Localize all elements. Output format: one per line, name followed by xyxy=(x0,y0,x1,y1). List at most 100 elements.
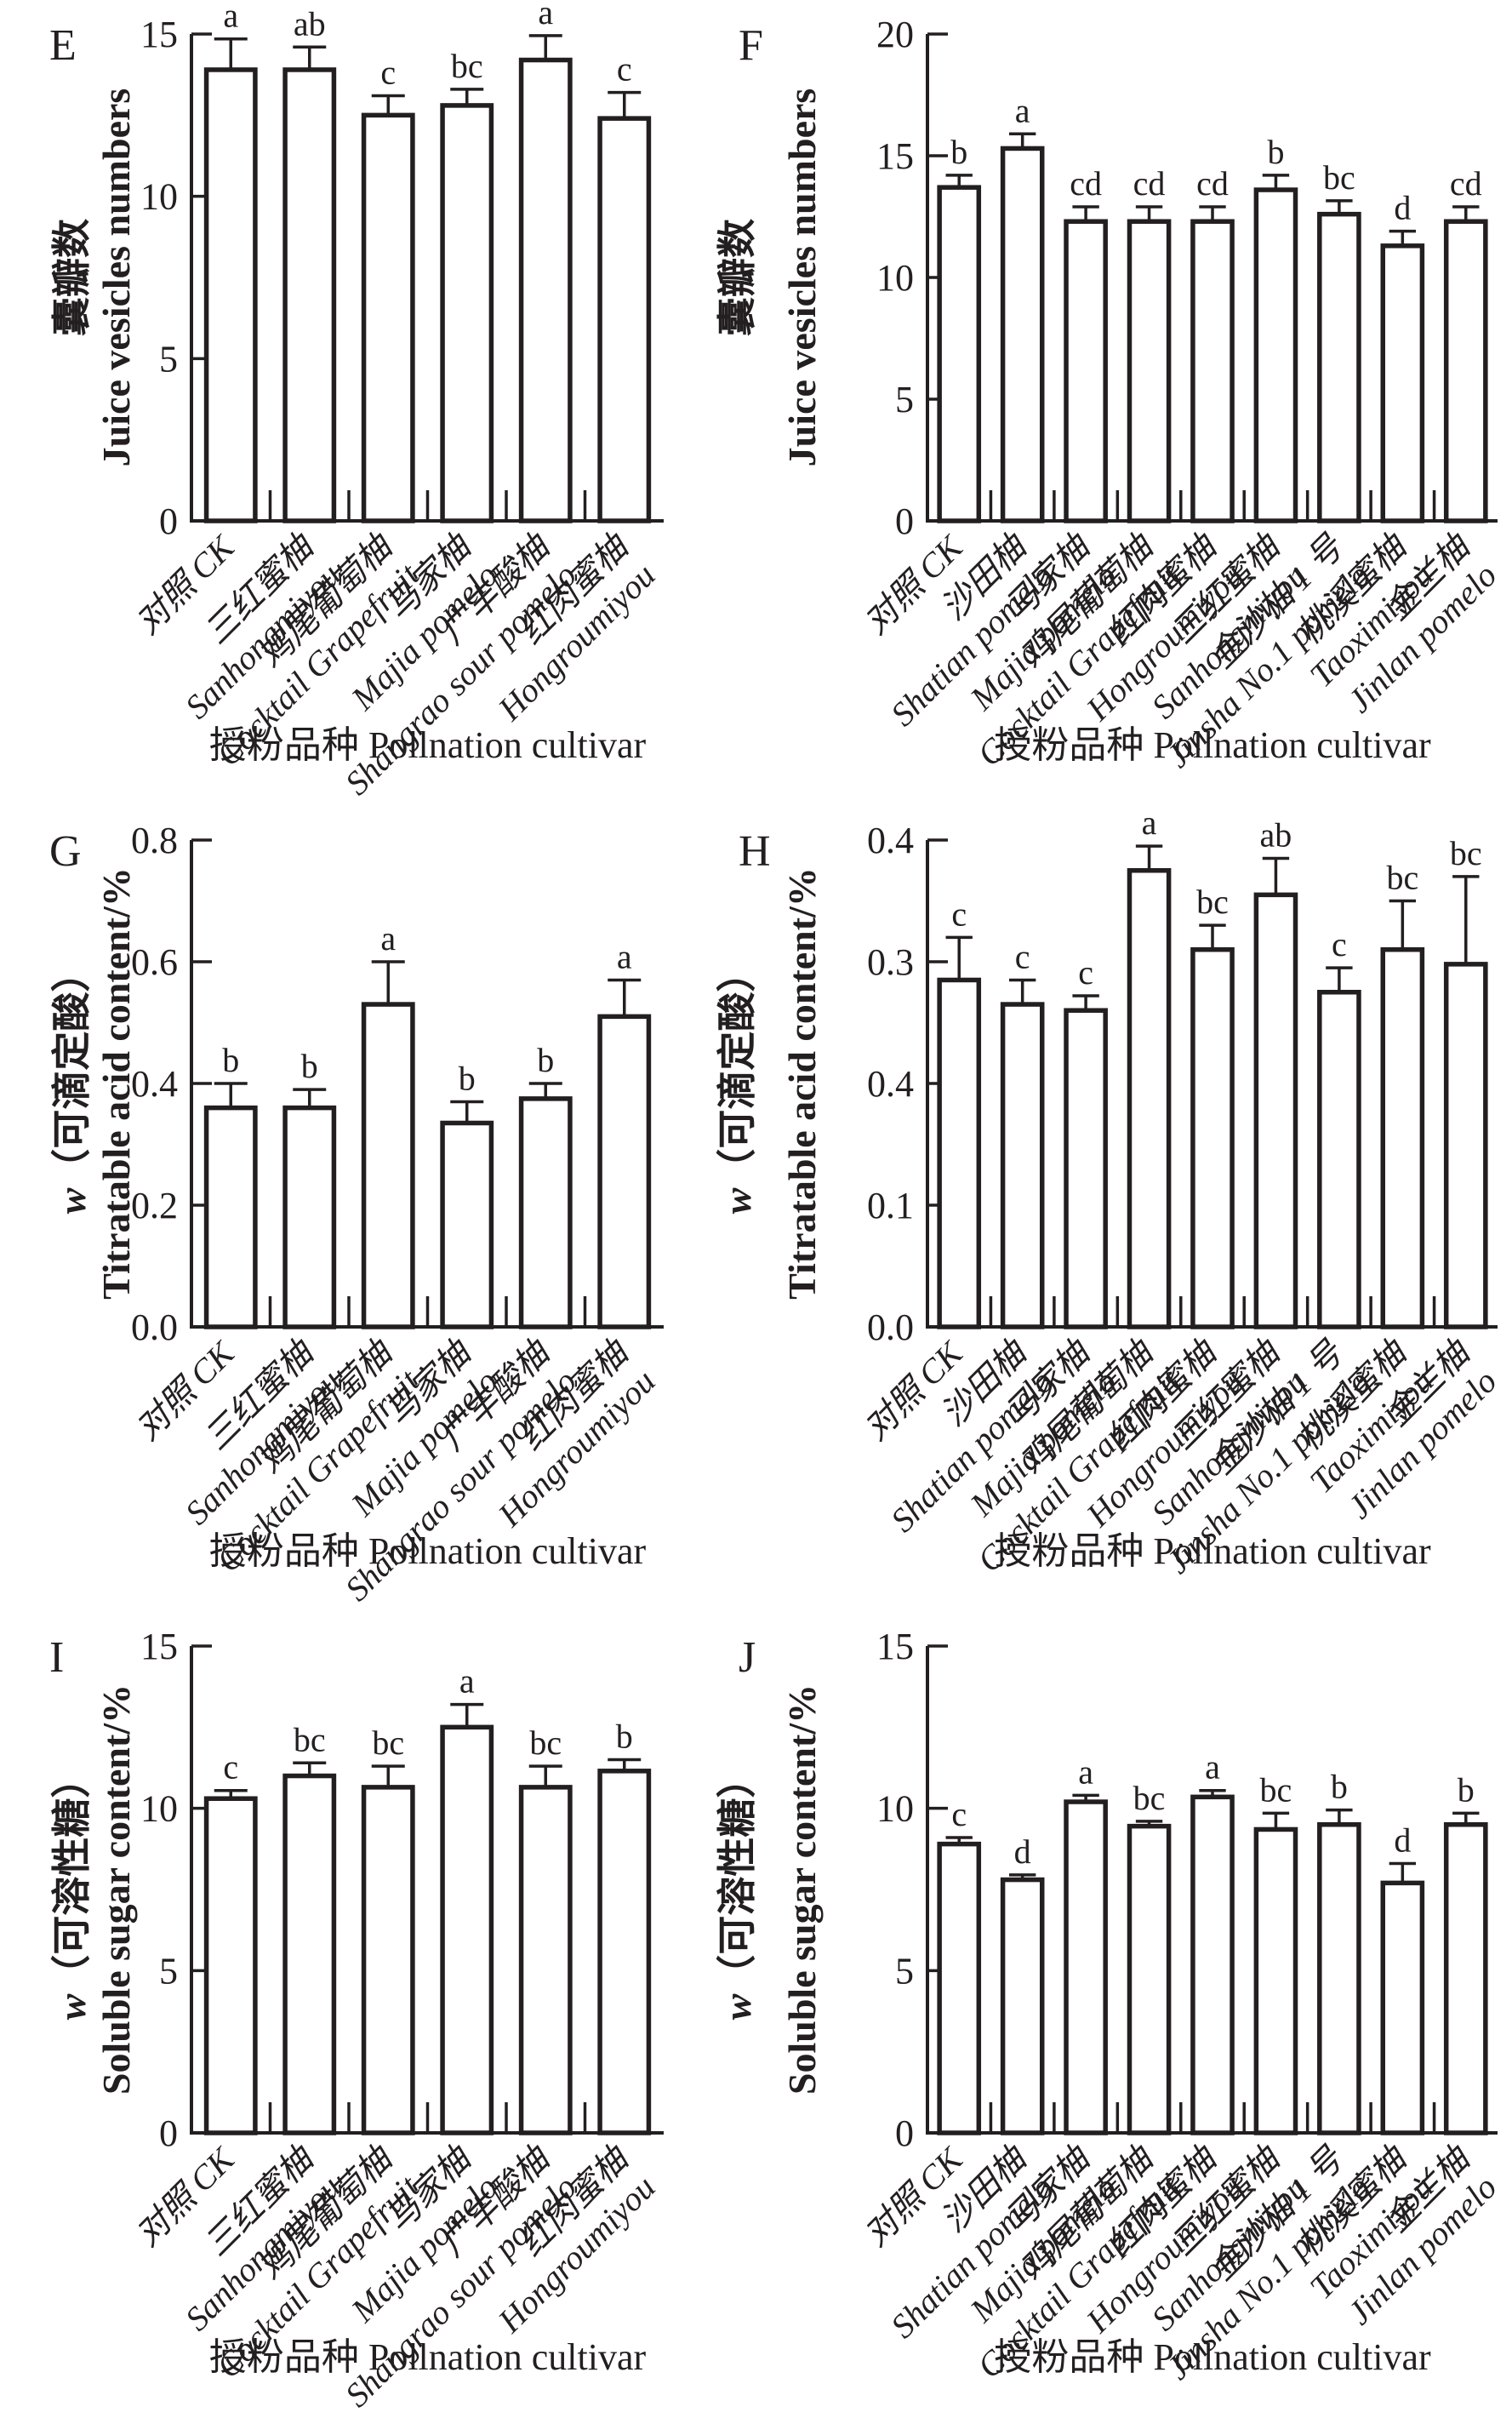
bar xyxy=(1253,187,1298,523)
axis-spine xyxy=(190,34,664,523)
bar xyxy=(518,1096,573,1329)
panel-letter: E xyxy=(49,21,77,70)
sig-letter: b xyxy=(222,1041,239,1079)
x-axis-title: 授粉品种 Pollnation cultivar xyxy=(994,724,1431,766)
y-tick-label: 5 xyxy=(159,338,178,380)
sig-letter: d xyxy=(1394,189,1411,227)
sig-letter: b xyxy=(1331,1768,1348,1806)
y-tick-label: 10 xyxy=(140,176,178,218)
bar xyxy=(282,1105,337,1329)
bar xyxy=(282,1773,337,2135)
sig-letter: b xyxy=(950,133,967,171)
bar xyxy=(1317,990,1361,1329)
bar xyxy=(1064,1799,1108,2135)
panel-letter: I xyxy=(49,1633,64,1682)
y-axis-title: 囊瓣数 Juice vesicles numbers xyxy=(50,89,138,467)
y-axis-title-en: Titratable acid content/% xyxy=(780,867,824,1300)
bar xyxy=(1380,946,1425,1329)
bar xyxy=(1000,146,1045,523)
bar xyxy=(203,1796,258,2135)
panel-letter: G xyxy=(49,827,82,876)
sig-letter: a xyxy=(380,919,396,957)
x-axis-title: 授粉品种 Pollnation cultivar xyxy=(994,2336,1431,2378)
y-axis-title: w（可溶性糖） Soluble sugar content/% xyxy=(716,1684,824,2095)
y-tick-label: 0 xyxy=(159,2112,178,2154)
panel-E: E 0 5 10 15 a 对照 CK ab 三红蜜柚 Sanhongmiyou c 鸡尾葡萄柚 Coc… xyxy=(0,0,681,810)
panel-J: J 0 5 10 15 c 对照 CK d 沙田柚 Shatian pomelo a 马家柚 Majia… xyxy=(689,1612,1512,2418)
bar xyxy=(1064,1008,1108,1329)
bar xyxy=(1127,868,1172,1329)
sig-letter: c xyxy=(951,895,967,933)
y-tick-label: 0.8 xyxy=(131,820,178,861)
y-tick-label: 15 xyxy=(876,135,914,177)
bar xyxy=(597,1014,652,1329)
sig-letter: c xyxy=(617,50,632,89)
sig-letter: ab xyxy=(294,4,326,43)
bar xyxy=(1380,243,1425,523)
y-tick-label: 0.0 xyxy=(131,1306,178,1348)
sig-letter: bc xyxy=(1386,859,1418,897)
bar xyxy=(440,1724,494,2135)
y-axis-title-en: Soluble sugar content/% xyxy=(780,1684,824,2095)
y-axis-title-cn: w（可溶性糖） xyxy=(716,1759,759,2021)
bar xyxy=(1000,1002,1045,1329)
y-tick-label: 0.0 xyxy=(867,1306,914,1348)
bar xyxy=(1127,1823,1172,2135)
sig-letter: bc xyxy=(1450,834,1482,872)
y-axis-title: 囊瓣数 Juice vesicles numbers xyxy=(716,89,824,467)
bar xyxy=(1443,962,1488,1329)
bar xyxy=(1443,1821,1488,2135)
sig-letter: c xyxy=(1078,953,1093,992)
sig-letter: cd xyxy=(1450,164,1482,203)
bar xyxy=(937,1841,982,2135)
panel-F: F 0 5 10 15 20 b 对照 CK a 沙田柚 Shatian pomelo cd 马家柚 Ma… xyxy=(689,0,1512,810)
y-tick-label: 15 xyxy=(140,14,178,55)
sig-letter: bc xyxy=(372,1723,404,1762)
bar xyxy=(440,1120,494,1329)
y-tick-label: 0.1 xyxy=(867,1185,914,1226)
sig-letter: c xyxy=(1015,937,1030,975)
sig-letter: a xyxy=(1205,1748,1220,1786)
bar xyxy=(1317,1821,1361,2135)
y-axis-title-en: Soluble sugar content/% xyxy=(94,1684,138,2095)
bar xyxy=(1190,1794,1235,2135)
panel-letter: H xyxy=(739,827,771,876)
sig-letter: a xyxy=(1015,91,1030,129)
y-tick-label: 10 xyxy=(140,1788,178,1830)
y-tick-label: 0.2 xyxy=(131,1185,178,1226)
sig-letter: c xyxy=(951,1795,967,1833)
bar xyxy=(937,977,982,1329)
bar xyxy=(597,1769,652,2135)
panel-I: I 0 5 10 15 c 对照 CK bc 三红蜜柚 Sanhongmiyou bc 鸡尾葡萄柚 Co… xyxy=(0,1612,681,2418)
sig-letter: b xyxy=(301,1047,318,1085)
bar xyxy=(1317,211,1361,523)
panel-letter: J xyxy=(739,1633,756,1682)
y-axis-title-cn: w（可溶性糖） xyxy=(50,1759,94,2021)
sig-letter: a xyxy=(538,0,553,31)
sig-letter: b xyxy=(616,1717,633,1755)
sig-letter: a xyxy=(459,1662,475,1701)
sig-letter: bc xyxy=(1196,883,1229,921)
y-tick-label: 5 xyxy=(895,379,914,420)
y-axis-title-cn: w（可滴定酸） xyxy=(50,953,94,1215)
y-axis-title-en: Titratable acid content/% xyxy=(94,867,138,1300)
y-tick-label: 0.4 xyxy=(867,820,914,861)
bar xyxy=(282,67,337,523)
bar xyxy=(937,185,982,523)
y-tick-label: 0 xyxy=(159,500,178,542)
bar xyxy=(1253,1826,1298,2135)
bar xyxy=(1064,219,1108,523)
x-axis-title: 授粉品种 Pollnation cultivar xyxy=(209,724,647,766)
sig-letter: b xyxy=(459,1059,476,1097)
sig-letter: cd xyxy=(1133,164,1166,203)
y-tick-label: 20 xyxy=(876,14,914,55)
sig-letter: bc xyxy=(294,1720,326,1758)
y-axis-title-cn: 囊瓣数 xyxy=(716,219,759,336)
y-tick-label: 10 xyxy=(876,257,914,299)
sig-letter: cd xyxy=(1196,164,1229,203)
y-axis-title: w（可溶性糖） Soluble sugar content/% xyxy=(50,1684,138,2095)
sig-letter: b xyxy=(537,1041,554,1079)
